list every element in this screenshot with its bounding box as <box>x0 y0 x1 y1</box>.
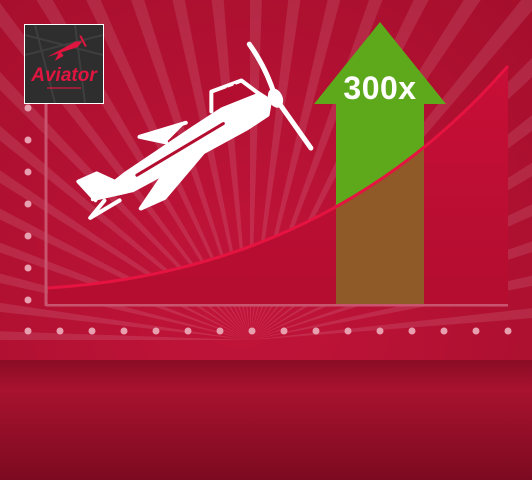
axis-dot <box>120 327 128 335</box>
axis-dot <box>88 327 96 335</box>
axis-dot <box>216 327 224 335</box>
background-ray <box>250 275 532 340</box>
axis-dot <box>472 327 480 335</box>
logo-text: Aviator <box>30 65 98 86</box>
axis-dot <box>248 327 256 335</box>
logo-graphic: Aviator <box>25 25 103 103</box>
background-ray <box>0 208 250 340</box>
axis-dot <box>184 327 192 335</box>
background-ray <box>250 308 532 340</box>
background-ray <box>86 0 250 340</box>
axis-dot <box>24 232 32 240</box>
x-axis-dots <box>24 327 512 335</box>
axis-dot <box>24 327 32 335</box>
axis-dot <box>408 327 416 335</box>
axis-dot <box>280 327 288 335</box>
background-ray <box>131 0 250 340</box>
axis-dot <box>440 327 448 335</box>
axis-dot <box>24 168 32 176</box>
axis-dot <box>312 327 320 335</box>
multiplier-curve <box>47 65 510 290</box>
axis-dot <box>56 327 64 335</box>
floor-band <box>0 360 532 480</box>
background-ray <box>0 331 250 340</box>
up-arrow-icon <box>314 22 446 304</box>
axis-dot <box>376 327 384 335</box>
axis-dot <box>24 136 32 144</box>
axis-dot <box>24 200 32 208</box>
multiplier-label: 300x <box>343 70 417 106</box>
axis-dot <box>24 296 32 304</box>
y-axis-dots <box>24 104 32 304</box>
aviator-logo: Aviator <box>24 24 104 104</box>
axis-dot <box>344 327 352 335</box>
background-ray <box>250 0 301 340</box>
airplane-icon <box>76 41 314 220</box>
axis-dot <box>24 104 32 112</box>
axis-dot <box>24 264 32 272</box>
axis-dot <box>152 327 160 335</box>
axis-dot <box>504 327 512 335</box>
